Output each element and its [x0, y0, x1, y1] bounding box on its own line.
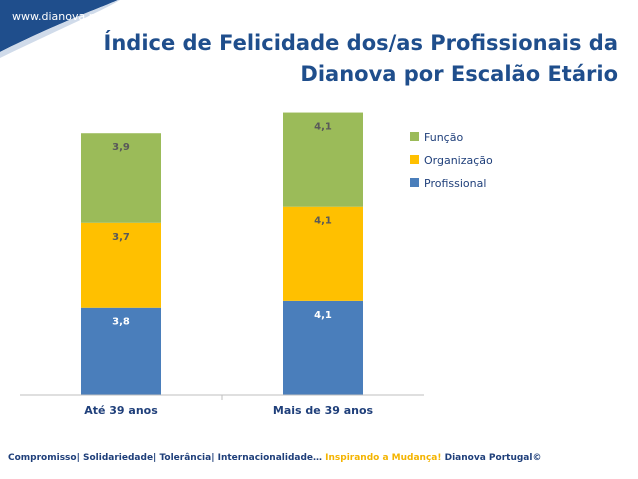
- legend-label: Função: [424, 131, 463, 144]
- legend-label: Profissional: [424, 177, 486, 190]
- brand-corner-graphic: [0, 0, 120, 60]
- legend-swatch: [410, 178, 419, 187]
- legend-swatch: [410, 132, 419, 141]
- title-line-2: Dianova por Escalão Etário: [300, 62, 618, 86]
- bar-segment: [283, 206, 363, 301]
- bar-segment: [81, 307, 161, 395]
- page-title: Índice de Felicidade dos/as Profissionai…: [98, 28, 618, 90]
- data-label: 3,8: [112, 317, 130, 328]
- data-label: 4,1: [314, 216, 332, 227]
- footer-copyright: Dianova Portugal©: [444, 453, 542, 463]
- footer-bar: Compromisso| Solidariedade| Tolerância| …: [8, 453, 541, 463]
- title-line-1: Índice de Felicidade dos/as Profissionai…: [103, 31, 618, 55]
- data-label: 3,7: [112, 232, 130, 243]
- x-tick-label: Mais de 39 anos: [273, 404, 374, 417]
- data-label: 3,9: [112, 142, 130, 153]
- data-label: 4,1: [314, 122, 332, 133]
- bar-segment: [283, 112, 363, 207]
- x-tick-label: Até 39 anos: [84, 404, 158, 417]
- bar-segment: [81, 133, 161, 223]
- bar-segment: [283, 300, 363, 395]
- bar-segment: [81, 222, 161, 308]
- footer-values-text: Compromisso| Solidariedade| Tolerância| …: [8, 453, 323, 463]
- legend-label: Organização: [424, 154, 493, 167]
- site-url: www.dianova.pt: [12, 10, 100, 23]
- data-label: 4,1: [314, 310, 332, 321]
- legend-swatch: [410, 155, 419, 164]
- footer-slogan: Inspirando a Mudança!: [325, 453, 442, 463]
